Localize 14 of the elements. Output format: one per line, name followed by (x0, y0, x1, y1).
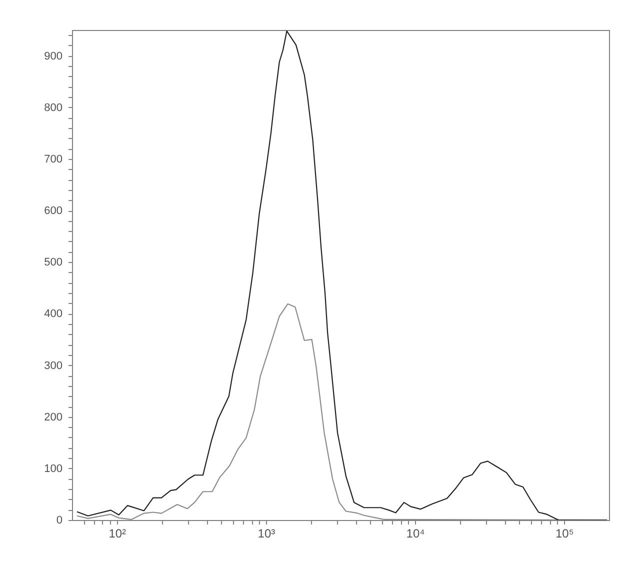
y-tick-label: 600 (44, 205, 62, 218)
x-tick-label: 10² (108, 526, 126, 540)
y-tick-label: 400 (44, 308, 62, 320)
x-tick-label: 10⁵ (555, 526, 574, 540)
y-tick-label: 0 (56, 514, 62, 526)
y-tick-label: 300 (44, 360, 62, 372)
y-tick-label: 900 (44, 50, 62, 62)
y-tick-label: 100 (44, 462, 62, 475)
y-tick-label: 200 (44, 411, 62, 424)
x-tick-label: 10⁴ (406, 526, 425, 540)
x-tick-label: 10³ (258, 526, 276, 540)
y-tick-label: 800 (44, 102, 62, 114)
y-tick-label: 500 (44, 256, 62, 269)
y-tick-label: 700 (44, 153, 62, 166)
